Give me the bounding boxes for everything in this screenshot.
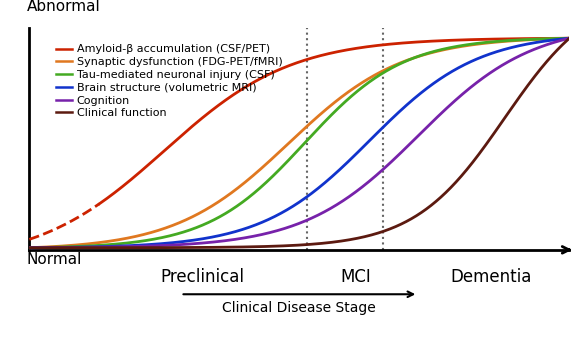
Text: Abnormal: Abnormal	[26, 0, 100, 15]
Text: MCI: MCI	[340, 268, 372, 286]
Text: Preclinical: Preclinical	[160, 268, 244, 286]
Text: Dementia: Dementia	[450, 268, 532, 286]
Legend: Amyloid-β accumulation (CSF/PET), Synaptic dysfunction (FDG-PET/fMRI), Tau-media: Amyloid-β accumulation (CSF/PET), Synapt…	[51, 40, 287, 123]
Text: Clinical Disease Stage: Clinical Disease Stage	[222, 301, 376, 315]
Text: Normal: Normal	[26, 252, 82, 267]
